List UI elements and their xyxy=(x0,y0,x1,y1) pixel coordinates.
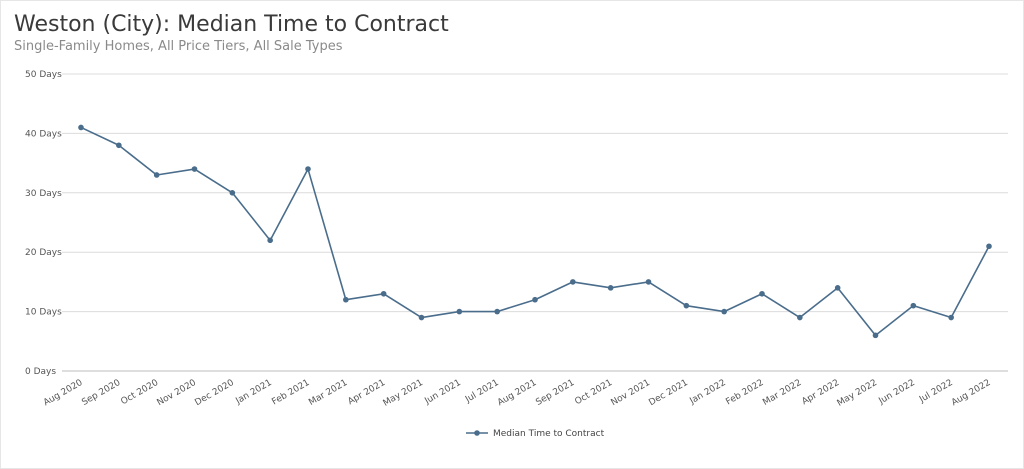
x-tick-label: Feb 2022 xyxy=(724,378,765,408)
y-tick-label: 10 Days xyxy=(25,308,62,318)
data-point xyxy=(305,166,311,172)
x-tick-label: Mar 2021 xyxy=(307,378,349,408)
x-tick-label: Dec 2021 xyxy=(647,378,689,408)
x-tick-label: Apr 2021 xyxy=(346,378,387,407)
data-point xyxy=(834,285,841,291)
data-point xyxy=(948,314,954,321)
y-tick-label: 20 Days xyxy=(25,248,62,258)
x-tick-label: Sep 2021 xyxy=(534,378,576,408)
data-point xyxy=(343,296,349,303)
x-tick-label: Aug 2022 xyxy=(950,378,993,408)
x-tick-label: Jan 2021 xyxy=(233,378,273,407)
x-tick-label: Nov 2021 xyxy=(609,378,652,408)
data-point xyxy=(986,243,992,250)
chart-title: Weston (City): Median Time to Contract xyxy=(14,12,449,37)
x-tick-label: Aug 2020 xyxy=(42,378,85,408)
data-point xyxy=(645,279,652,285)
grid-lines xyxy=(62,73,1008,372)
x-tick-label: May 2022 xyxy=(836,378,879,409)
x-tick-label: Jun 2022 xyxy=(876,378,916,407)
x-tick-label: Nov 2020 xyxy=(155,378,198,408)
x-tick-label: Jan 2022 xyxy=(687,378,727,407)
legend[interactable]: Median Time to Contract xyxy=(466,429,605,439)
data-point xyxy=(607,285,614,291)
x-tick-label: Mar 2022 xyxy=(761,378,803,408)
data-point xyxy=(532,296,538,303)
x-tick-label: Sep 2020 xyxy=(80,378,122,408)
x-tick-label: Oct 2021 xyxy=(573,378,614,407)
data-point xyxy=(116,142,122,149)
legend-marker xyxy=(474,430,480,436)
data-point xyxy=(759,290,765,297)
y-axis-ticks: 0 Days 10 Days 20 Days 30 Days 40 Days 50 Day… xyxy=(25,70,62,377)
data-point xyxy=(494,308,500,315)
series-median-time-to-contract xyxy=(78,124,992,339)
x-tick-label: May 2021 xyxy=(382,378,425,409)
data-point xyxy=(456,308,463,315)
y-tick-label: 0 Days xyxy=(25,367,56,377)
x-tick-label: Oct 2020 xyxy=(119,378,160,407)
data-point xyxy=(910,302,917,309)
data-point xyxy=(153,172,160,178)
x-tick-label: Feb 2021 xyxy=(270,378,311,408)
data-point xyxy=(721,308,727,315)
x-tick-label: Jun 2021 xyxy=(422,378,462,407)
x-tick-label: Jul 2022 xyxy=(917,378,955,405)
x-tick-label: Apr 2022 xyxy=(800,378,841,407)
y-tick-label: 40 Days xyxy=(25,129,62,139)
data-point xyxy=(872,332,879,339)
series-line xyxy=(80,126,990,337)
data-point xyxy=(570,279,576,285)
data-point xyxy=(683,302,690,309)
data-point xyxy=(267,237,273,244)
legend-label: Median Time to Contract xyxy=(493,429,605,439)
chart-subtitle: Single-Family Homes, All Price Tiers, Al… xyxy=(14,39,343,54)
x-tick-label: Aug 2021 xyxy=(496,378,539,408)
data-point xyxy=(78,124,84,131)
x-tick-label: Jul 2021 xyxy=(463,378,501,405)
x-tick-label: Dec 2020 xyxy=(193,378,236,408)
data-point xyxy=(229,190,236,196)
data-point xyxy=(797,314,803,321)
y-tick-label: 50 Days xyxy=(25,70,62,80)
data-point xyxy=(418,314,425,321)
data-point xyxy=(380,290,387,297)
y-tick-label: 30 Days xyxy=(25,189,62,199)
data-point xyxy=(191,166,198,172)
